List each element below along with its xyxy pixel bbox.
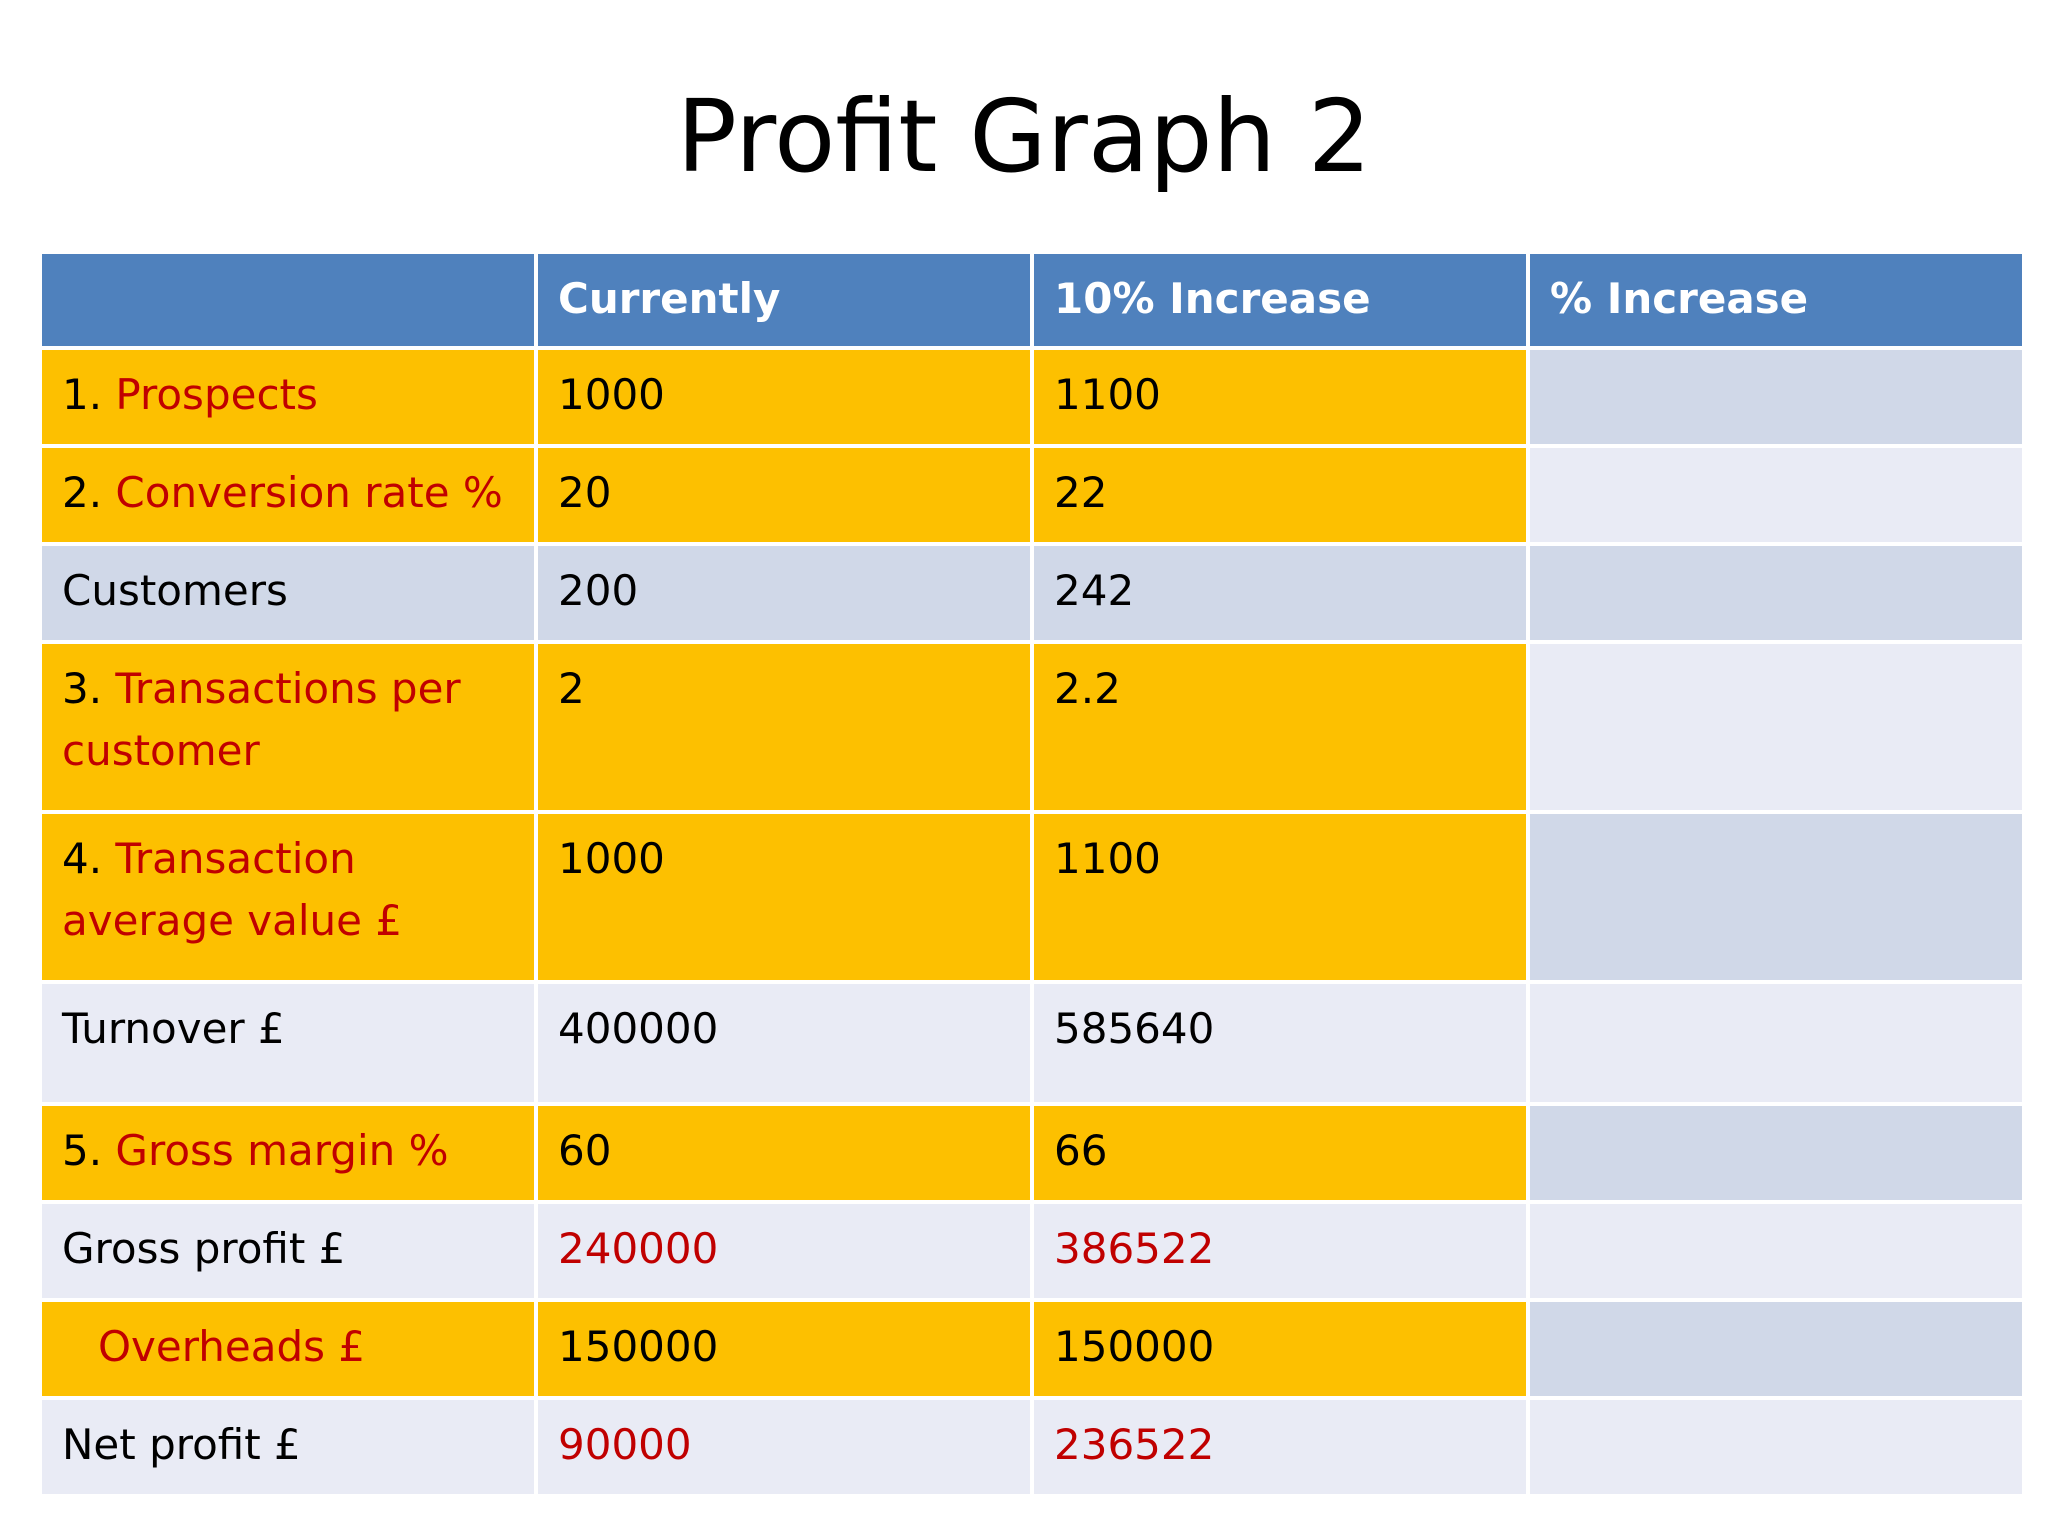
cell-prospects-currently: 1000 (538, 350, 1030, 444)
cell-overheads-pct (1530, 1302, 2022, 1396)
profit-table: Currently 10% Increase % Increase 1. Pro… (42, 254, 2022, 1494)
row-label-text: Gross margin % (102, 1126, 449, 1175)
cell-net-profit-pct (1530, 1400, 2022, 1494)
row-label-text: Prospects (102, 370, 318, 419)
cell-gross-profit-increase: 386522 (1034, 1204, 1526, 1298)
cell-gross-profit-currently: 240000 (538, 1204, 1030, 1298)
row-number: 2. (62, 468, 103, 517)
cell-gross-margin-pct (1530, 1106, 2022, 1200)
cell-transactions-increase: 2.2 (1034, 644, 1526, 810)
cell-avg-value-pct (1530, 814, 2022, 980)
row-label-transaction-average-value: 4. Transaction average value £ (42, 814, 534, 980)
cell-customers-currently: 200 (538, 546, 1030, 640)
row-number: 4. (62, 834, 103, 883)
row-number: 3. (62, 664, 103, 713)
cell-overheads-increase: 150000 (1034, 1302, 1526, 1396)
cell-conversion-increase: 22 (1034, 448, 1526, 542)
row-number: 5. (62, 1126, 103, 1175)
cell-gross-margin-increase: 66 (1034, 1106, 1526, 1200)
header-cell-currently: Currently (538, 254, 1030, 346)
cell-conversion-currently: 20 (538, 448, 1030, 542)
cell-gross-profit-pct (1530, 1204, 2022, 1298)
cell-turnover-increase: 585640 (1034, 984, 1526, 1102)
cell-avg-value-currently: 1000 (538, 814, 1030, 980)
row-label-transactions-per-customer: 3. Transactions per customer (42, 644, 534, 810)
cell-customers-increase: 242 (1034, 546, 1526, 640)
row-label-conversion-rate: 2. Conversion rate % (42, 448, 534, 542)
cell-overheads-currently: 150000 (538, 1302, 1030, 1396)
cell-turnover-currently: 400000 (538, 984, 1030, 1102)
header-cell-pct-increase: % Increase (1530, 254, 2022, 346)
cell-conversion-pct (1530, 448, 2022, 542)
row-label-prospects: 1. Prospects (42, 350, 534, 444)
cell-avg-value-increase: 1100 (1034, 814, 1526, 980)
row-label-customers: Customers (42, 546, 534, 640)
header-cell-10pct-increase: 10% Increase (1034, 254, 1526, 346)
row-label-text: Transaction average value £ (62, 834, 403, 945)
row-label-turnover: Turnover £ (42, 984, 534, 1102)
header-cell-label (42, 254, 534, 346)
cell-net-profit-currently: 90000 (538, 1400, 1030, 1494)
row-label-gross-profit: Gross profit £ (42, 1204, 534, 1298)
row-label-text: Transactions per customer (62, 664, 461, 775)
cell-net-profit-increase: 236522 (1034, 1400, 1526, 1494)
cell-prospects-pct (1530, 350, 2022, 444)
cell-gross-margin-currently: 60 (538, 1106, 1030, 1200)
row-label-gross-margin: 5. Gross margin % (42, 1106, 534, 1200)
cell-transactions-pct (1530, 644, 2022, 810)
cell-transactions-currently: 2 (538, 644, 1030, 810)
cell-customers-pct (1530, 546, 2022, 640)
cell-turnover-pct (1530, 984, 2022, 1102)
slide-title: Profit Graph 2 (676, 78, 1372, 195)
row-label-overheads: Overheads £ (42, 1302, 534, 1396)
row-label-text: Conversion rate % (102, 468, 503, 517)
cell-prospects-increase: 1100 (1034, 350, 1526, 444)
row-number: 1. (62, 370, 103, 419)
row-label-net-profit: Net profit £ (42, 1400, 534, 1494)
